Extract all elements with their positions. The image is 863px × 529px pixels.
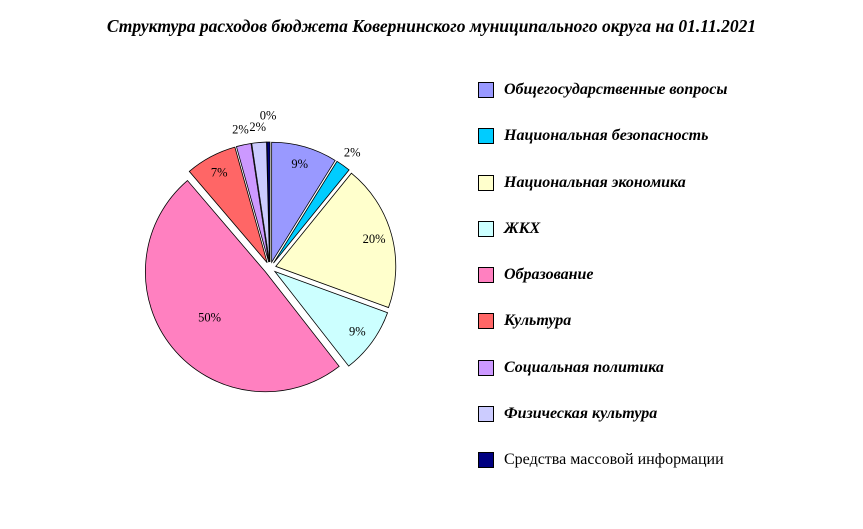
legend-item-7: Социальная политика bbox=[478, 358, 848, 378]
legend-label: Физическая культура bbox=[504, 404, 658, 422]
legend-label: ЖКХ bbox=[504, 219, 541, 237]
legend-label: Культура bbox=[504, 312, 572, 330]
pie-percent-label: 9% bbox=[291, 157, 308, 171]
pie-percent-label: 7% bbox=[211, 166, 228, 180]
legend-swatch-icon bbox=[478, 359, 494, 376]
legend-item-3: Национальная экономика bbox=[478, 173, 848, 193]
legend-swatch-icon bbox=[478, 313, 494, 330]
legend-label: Социальная политика bbox=[504, 358, 664, 376]
legend-item-8: Физическая культура bbox=[478, 404, 848, 424]
legend-label: Национальная безопасность bbox=[504, 127, 709, 145]
pie-slice-7 bbox=[235, 143, 270, 263]
legend-swatch-icon bbox=[478, 220, 494, 237]
legend-label: Национальная экономика bbox=[504, 173, 686, 191]
legend-swatch-icon bbox=[478, 128, 494, 145]
pie-percent-label: 2% bbox=[344, 146, 361, 160]
legend-item-6: Культура bbox=[478, 311, 848, 331]
pie-chart: 9%2%20%9%50%7%2% 2%0% bbox=[145, 109, 397, 393]
legend-item-5: Образование bbox=[478, 265, 848, 285]
legend: Общегосударственные вопросы Национальная … bbox=[478, 80, 848, 470]
pie-percent-label: 2% bbox=[249, 120, 266, 134]
legend-swatch-icon bbox=[478, 452, 494, 468]
pie-slice-2 bbox=[273, 160, 350, 264]
legend-swatch-icon bbox=[478, 405, 494, 422]
legend-item-2: Национальная безопасность bbox=[478, 126, 848, 146]
pie-percent-label: 9% bbox=[349, 325, 366, 339]
pie-area: 9% 2% 20% 9% 50% 7% 2% 2% 0% bbox=[30, 30, 500, 500]
pie-slice-6 bbox=[188, 146, 268, 263]
pie-percent-label: 2% bbox=[232, 123, 249, 137]
legend-label: Образование bbox=[504, 266, 594, 283]
pie-slice-1 bbox=[271, 141, 336, 264]
pie-percent-label: 50% bbox=[198, 310, 221, 324]
legend-swatch-icon bbox=[478, 82, 494, 98]
pie-slice-9 bbox=[266, 141, 271, 263]
legend-swatch-icon bbox=[478, 174, 494, 191]
pie-slice-4 bbox=[273, 270, 389, 367]
pie-percent-label: 20% bbox=[363, 232, 386, 246]
legend-label: Средства массовой информации bbox=[504, 451, 724, 468]
legend-swatch-icon bbox=[478, 267, 494, 283]
legend-item-9: Средства массовой информации bbox=[478, 450, 848, 470]
pie-slice-3 bbox=[275, 172, 397, 309]
pie-percent-label: 0% bbox=[260, 109, 277, 123]
pie-slice-8 bbox=[251, 141, 270, 263]
chart-title: Структура расходов бюджета Ковернинского… bbox=[106, 16, 757, 36]
legend-item-4: ЖКХ bbox=[478, 219, 848, 239]
pie-slice-5 bbox=[145, 179, 340, 393]
legend-item-1: Общегосударственные вопросы bbox=[478, 80, 848, 100]
legend-label: Общегосударственные вопросы bbox=[504, 81, 728, 98]
